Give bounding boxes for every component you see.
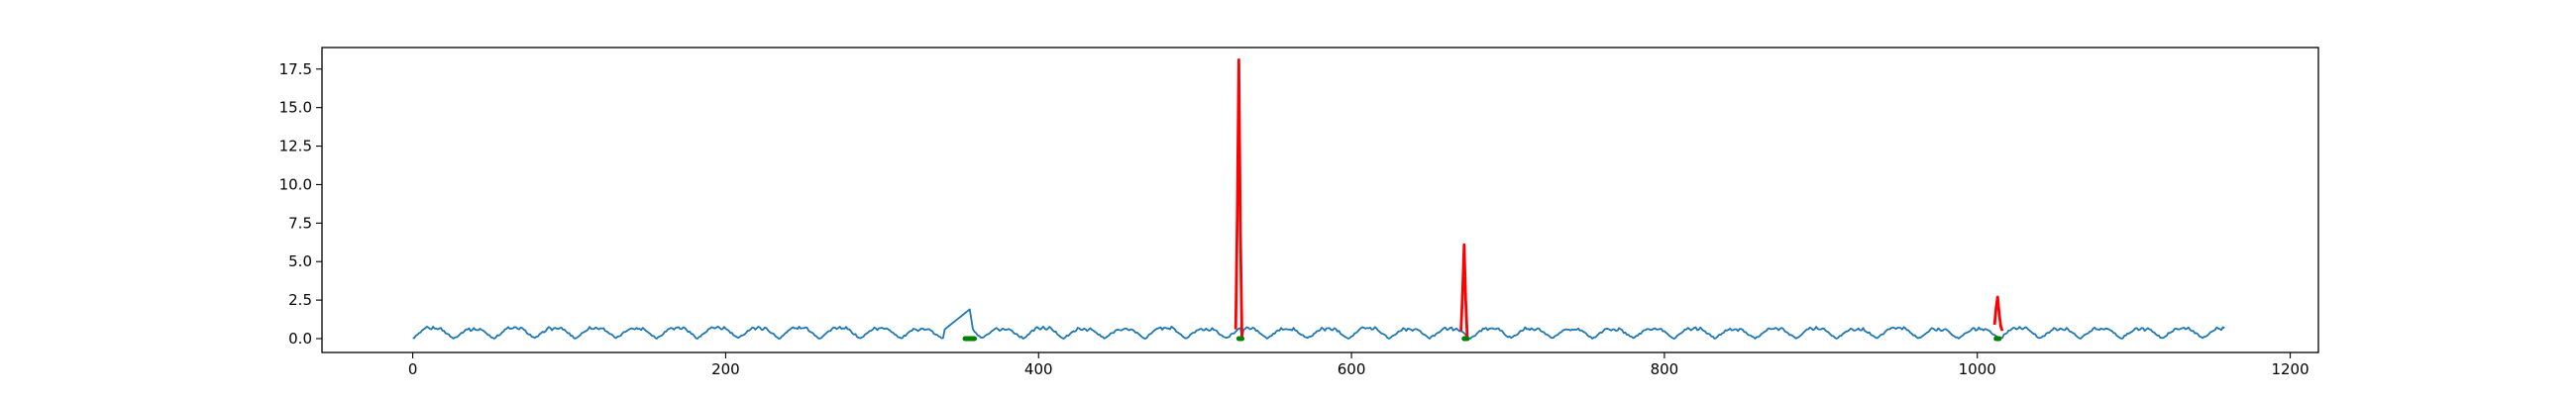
y-axis: 0.0 2.5 5.0 7.5 10.0 12.5 15.0 17.5	[279, 60, 322, 348]
y-tick-label-2: 5.0	[288, 252, 312, 270]
y-tick-label-1: 2.5	[288, 291, 312, 309]
plot-area-frame	[321, 47, 2319, 353]
y-tick-label-3: 7.5	[288, 214, 312, 232]
x-tick-label-2: 400	[1024, 360, 1053, 378]
y-tick-label-5: 12.5	[279, 138, 312, 155]
anomaly-spike-2	[1992, 295, 2004, 332]
anomaly-spike-0	[1234, 58, 1243, 338]
signal-line	[412, 308, 2225, 340]
x-tick-label-6: 1200	[2271, 360, 2308, 378]
y-tick-label-6: 15.0	[279, 99, 312, 117]
x-tick-label-3: 600	[1338, 360, 1366, 378]
x-tick-label-5: 1000	[1959, 360, 1996, 378]
y-tick-label-0: 0.0	[288, 330, 312, 348]
x-axis: 0 200 400 600 800 1000 1200	[408, 352, 2309, 378]
y-tick-label-4: 10.0	[279, 175, 312, 193]
x-tick-label-4: 800	[1651, 360, 1679, 378]
y-tick-label-7: 17.5	[279, 60, 312, 78]
x-tick-label-0: 0	[408, 360, 418, 378]
x-tick-label-1: 200	[711, 360, 740, 378]
series-layer	[412, 58, 2225, 342]
anomaly-spike-1	[1459, 243, 1469, 338]
